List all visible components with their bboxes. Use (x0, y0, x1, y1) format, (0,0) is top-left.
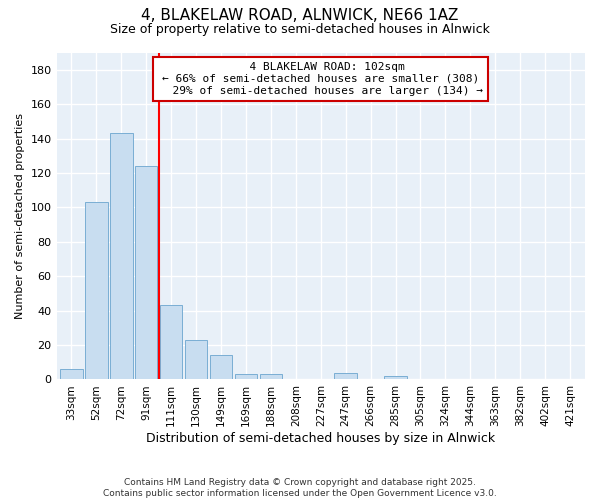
Bar (85, 202, 107, 380)
Bar (334, 372, 357, 380)
Bar (60, 369, 83, 380)
Text: 4 BLAKELAW ROAD: 102sqm
← 66% of semi-detached houses are smaller (308)
  29% of: 4 BLAKELAW ROAD: 102sqm ← 66% of semi-de… (159, 62, 483, 96)
Bar (185, 340, 208, 380)
Bar (160, 306, 182, 380)
Text: Size of property relative to semi-detached houses in Alnwick: Size of property relative to semi-detach… (110, 22, 490, 36)
Y-axis label: Number of semi-detached properties: Number of semi-detached properties (15, 113, 25, 319)
Bar (210, 356, 232, 380)
Text: Contains HM Land Registry data © Crown copyright and database right 2025.
Contai: Contains HM Land Registry data © Crown c… (103, 478, 497, 498)
Bar (135, 166, 157, 380)
Bar (260, 374, 282, 380)
X-axis label: Distribution of semi-detached houses by size in Alnwick: Distribution of semi-detached houses by … (146, 432, 496, 445)
Text: 4, BLAKELAW ROAD, ALNWICK, NE66 1AZ: 4, BLAKELAW ROAD, ALNWICK, NE66 1AZ (142, 8, 458, 22)
Bar (235, 374, 257, 380)
Bar (385, 376, 407, 380)
Bar (110, 134, 133, 380)
